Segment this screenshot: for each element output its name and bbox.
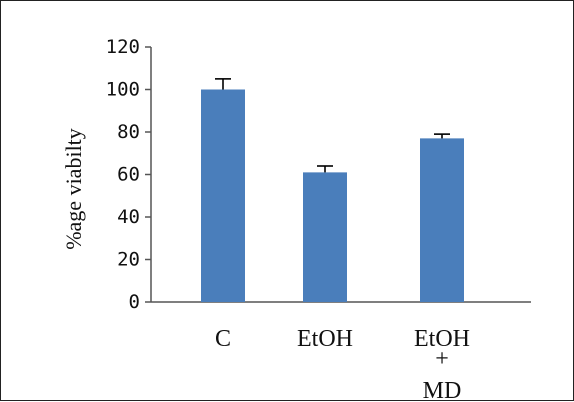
bars <box>201 89 464 302</box>
bar <box>303 172 347 302</box>
category-labels: C EtOH EtOH + MD <box>215 326 470 402</box>
bar <box>420 138 464 302</box>
y-tick-label: 0 <box>129 291 140 313</box>
category-label-line: MD <box>423 378 462 402</box>
y-tick-label: 80 <box>117 121 140 143</box>
error-bars <box>215 78 450 173</box>
category-label-line: EtOH <box>297 326 353 352</box>
category-label-line: + <box>435 346 449 372</box>
bar <box>201 89 245 302</box>
y-axis: 0 20 40 60 80 100 120 <box>106 36 152 313</box>
category-label: EtOH + MD <box>414 326 470 402</box>
y-tick-label: 120 <box>106 36 140 58</box>
category-label: EtOH <box>297 326 353 352</box>
y-tick-label: 20 <box>117 249 140 271</box>
category-label: C <box>215 326 231 352</box>
y-axis-title: %age viabilty <box>61 128 86 250</box>
category-label-line: EtOH <box>414 326 470 352</box>
y-tick-label: 60 <box>117 164 140 186</box>
category-label-line: C <box>215 326 231 352</box>
y-tick-label: 100 <box>106 79 140 101</box>
y-tick-label: 40 <box>117 206 140 228</box>
